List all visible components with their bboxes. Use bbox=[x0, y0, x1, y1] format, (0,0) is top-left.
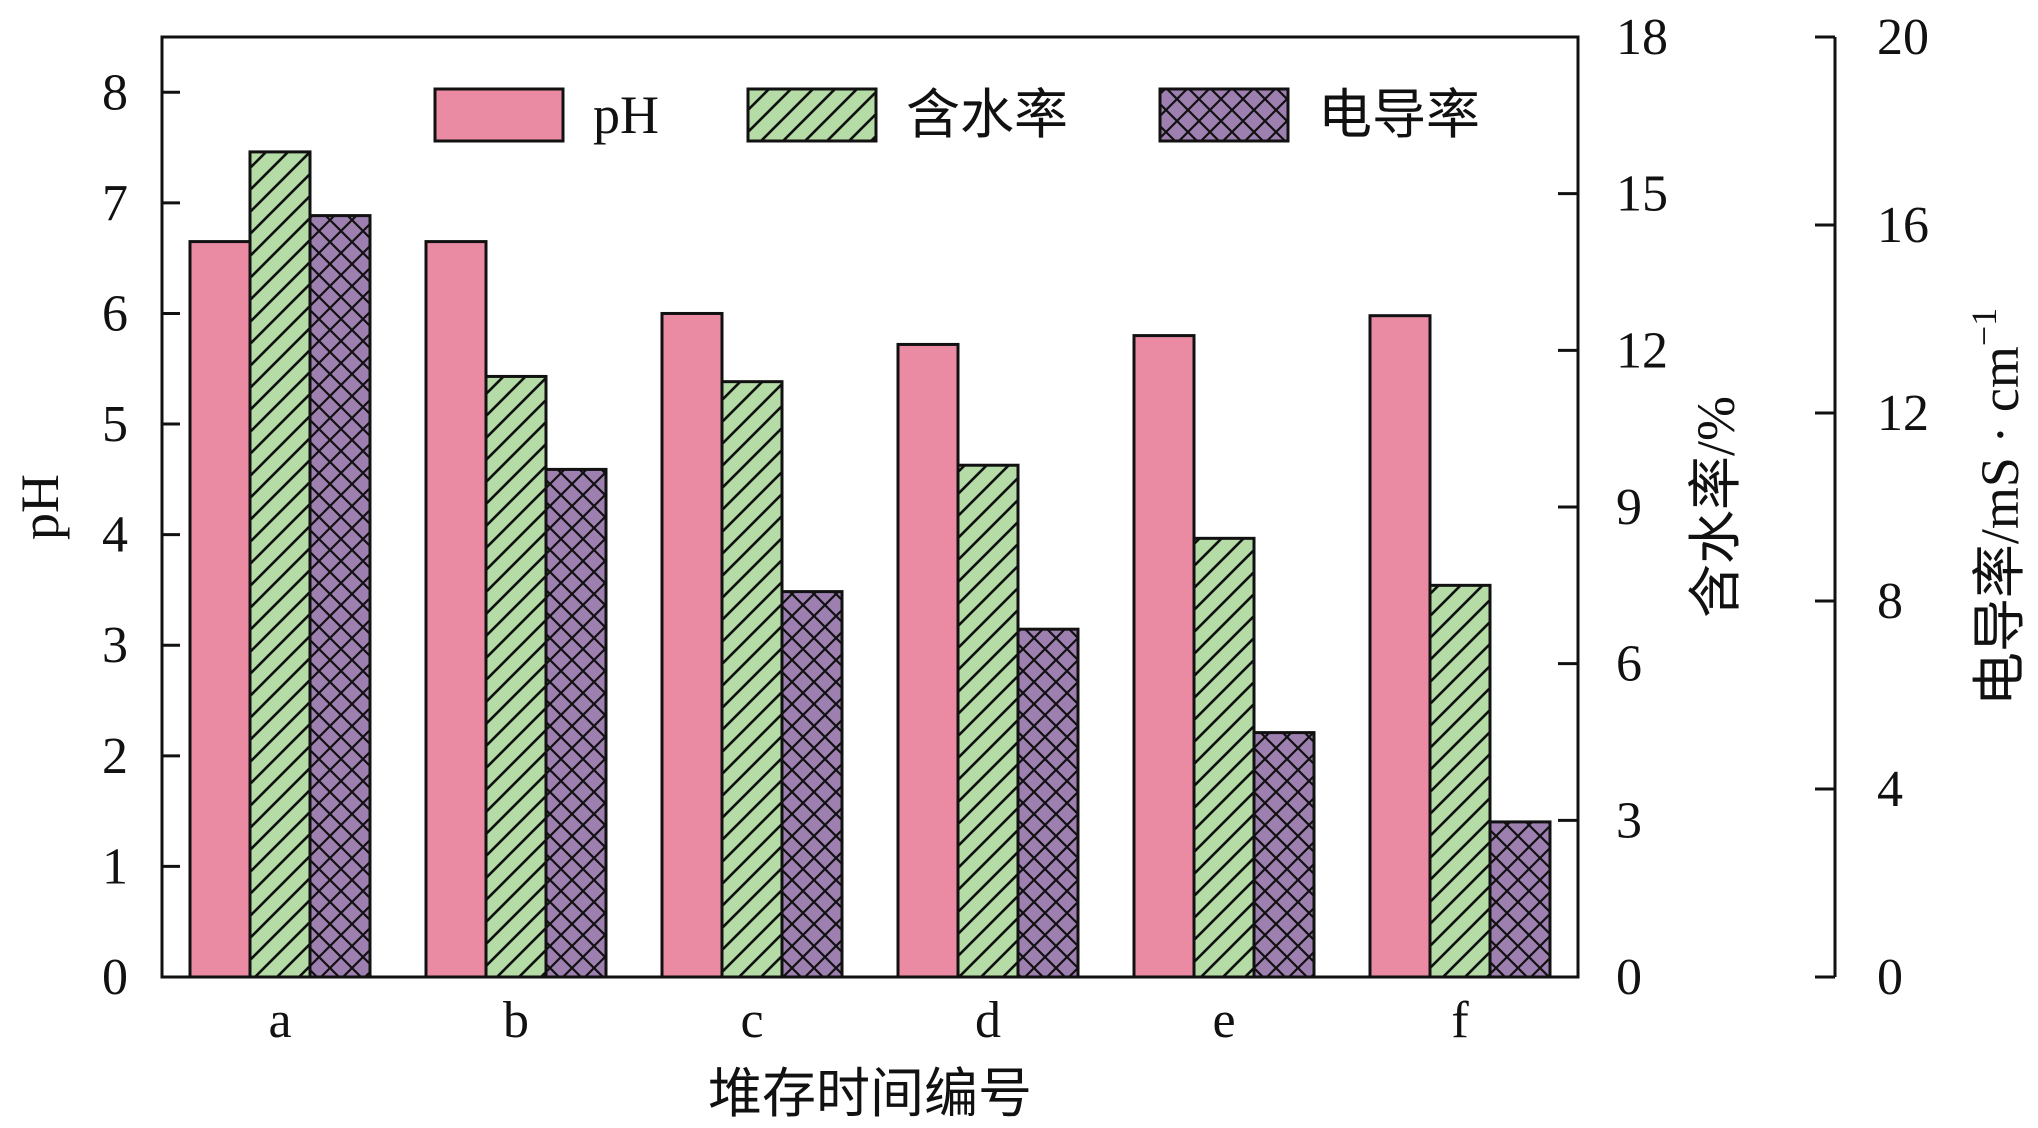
legend-swatch-1 bbox=[746, 87, 878, 143]
legend-label: pH bbox=[593, 85, 659, 145]
x-tick-label: b bbox=[503, 992, 529, 1049]
bar-pH-a bbox=[188, 240, 252, 979]
legend-label: 含水率 bbox=[906, 85, 1068, 145]
right2-tick-label: 16 bbox=[1877, 197, 1929, 254]
left-tick-label: 1 bbox=[102, 838, 128, 895]
right1-tick-label: 6 bbox=[1616, 636, 1642, 693]
legend-swatch-0 bbox=[433, 87, 565, 143]
bar-含水率-a bbox=[248, 150, 312, 979]
x-tick-label: e bbox=[1212, 992, 1235, 1049]
left-tick-label: 6 bbox=[102, 285, 128, 342]
right2-axis-title-sup: −1 bbox=[1964, 308, 2004, 346]
bar-电导率-a bbox=[308, 214, 372, 979]
right1-tick-label: 9 bbox=[1616, 479, 1642, 536]
left-tick-label: 7 bbox=[102, 175, 128, 232]
bar-电导率-f bbox=[1488, 820, 1552, 979]
right2-tick-label: 8 bbox=[1877, 573, 1903, 630]
left-tick-label: 3 bbox=[102, 617, 128, 674]
plot-frame bbox=[160, 35, 1580, 979]
right1-tick-label: 15 bbox=[1616, 166, 1668, 223]
right2-axis-title: 电导率/mS · cm−1 bbox=[1964, 308, 2030, 706]
right1-tick-label: 3 bbox=[1616, 792, 1642, 849]
bars-layer bbox=[188, 150, 1552, 979]
bar-电导率-c bbox=[780, 590, 844, 979]
bar-含水率-f bbox=[1428, 583, 1492, 979]
right1-tick-label: 12 bbox=[1616, 322, 1668, 379]
right1-axis-title: 含水率/% bbox=[1686, 396, 1746, 618]
left-tick-label: 4 bbox=[102, 507, 128, 564]
x-tick-label: a bbox=[268, 992, 291, 1049]
legend: pH 含水率 电导率 bbox=[433, 85, 1480, 145]
bar-含水率-b bbox=[484, 374, 548, 979]
x-tick-label: f bbox=[1451, 992, 1469, 1049]
bar-含水率-e bbox=[1192, 536, 1256, 979]
right1-tick-label: 0 bbox=[1616, 949, 1642, 1006]
right2-tick-label: 0 bbox=[1877, 949, 1903, 1006]
bar-电导率-b bbox=[544, 467, 608, 979]
bar-pH-d bbox=[896, 342, 960, 979]
legend-label: 电导率 bbox=[1318, 85, 1480, 145]
plot-area-border bbox=[160, 35, 1580, 979]
right2-tick-label: 12 bbox=[1877, 385, 1929, 442]
left-tick-label: 5 bbox=[102, 396, 128, 453]
bar-含水率-d bbox=[956, 463, 1020, 979]
left-tick-label: 0 bbox=[102, 949, 128, 1006]
left-tick-label: 2 bbox=[102, 728, 128, 785]
bar-pH-f bbox=[1368, 314, 1432, 979]
right2-tick-label: 4 bbox=[1877, 761, 1903, 818]
right2-axis-title-main: 电导率/mS · cm bbox=[1970, 346, 2030, 706]
bar-电导率-d bbox=[1016, 627, 1080, 979]
x-axis-title: 堆存时间编号 bbox=[708, 1064, 1032, 1123]
axes-layer: 012345678pH0369121518含水率/%048121620电导率/m… bbox=[10, 9, 2030, 1124]
bar-pH-e bbox=[1132, 334, 1196, 979]
left-axis-title: pH bbox=[10, 474, 70, 540]
left-tick-label: 8 bbox=[102, 64, 128, 121]
legend-swatch-2 bbox=[1158, 87, 1290, 143]
bar-含水率-c bbox=[720, 380, 784, 979]
bar-pH-c bbox=[660, 311, 724, 979]
x-tick-label: d bbox=[975, 992, 1001, 1049]
right2-tick-label: 20 bbox=[1877, 9, 1929, 66]
right1-tick-label: 18 bbox=[1616, 9, 1668, 66]
x-tick-label: c bbox=[740, 992, 763, 1049]
bar-pH-b bbox=[424, 240, 488, 979]
bar-电导率-e bbox=[1252, 731, 1316, 979]
